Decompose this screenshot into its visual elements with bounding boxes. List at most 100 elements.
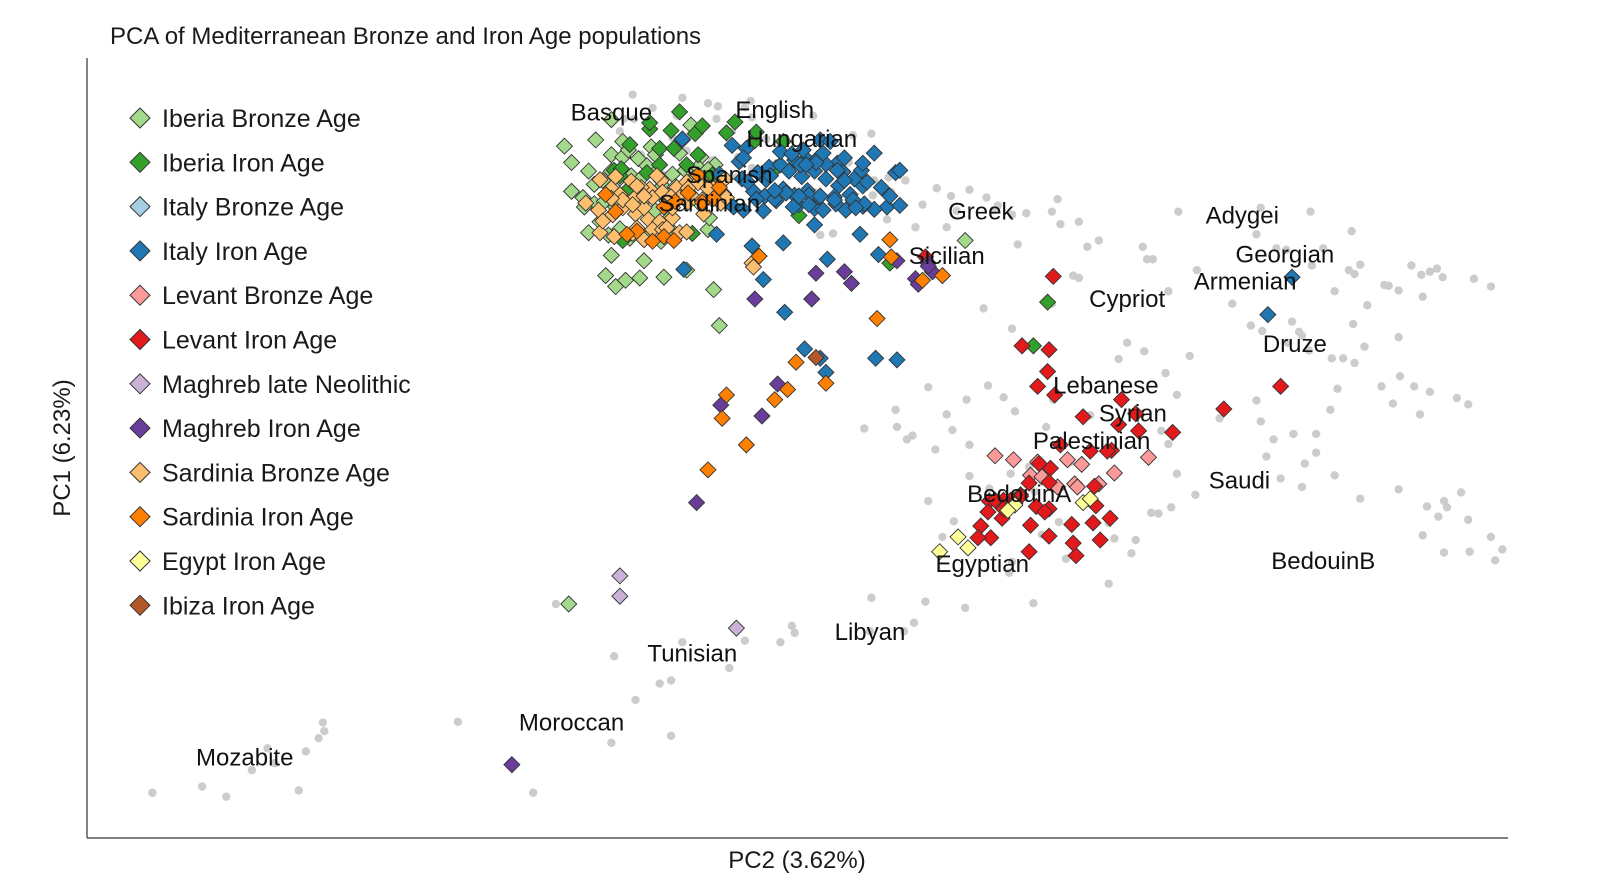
- point-italy-iron-age: [869, 245, 888, 264]
- point-italy-iron-age: [814, 144, 832, 162]
- background-point: [320, 726, 329, 736]
- background-point: [648, 103, 657, 113]
- label-bedouinb: BedouinB: [1271, 548, 1375, 575]
- point-iberia-iron-age: [641, 114, 659, 132]
- point-italy-iron-age: [835, 149, 854, 167]
- legend-marker: [129, 284, 151, 306]
- background-point: [938, 532, 947, 542]
- label-egyptian: Egyptian: [936, 551, 1029, 578]
- point-italy-iron-age: [825, 191, 844, 209]
- background-point: [1326, 405, 1335, 414]
- legend-item-levant-iron-age: Levant Iron Age: [129, 327, 337, 355]
- legend-label: Egypt Iron Age: [162, 548, 326, 576]
- point-levant-iron-age: [1129, 422, 1148, 440]
- point-italy-iron-age: [754, 202, 773, 220]
- point-iberia-bronze-age: [956, 231, 974, 250]
- label-spanish: Spanish: [686, 162, 773, 189]
- background-point: [985, 484, 994, 493]
- legend-label: Iberia Bronze Age: [162, 105, 361, 133]
- point-italy-iron-age: [766, 181, 784, 200]
- point-sardinia-iron-age: [597, 185, 615, 204]
- point-sardinia-iron-age: [913, 271, 932, 289]
- legend-label: Sardinia Bronze Age: [162, 459, 390, 487]
- point-iberia-bronze-age: [560, 595, 578, 613]
- series-levant-iron-age: [916, 248, 1290, 565]
- point-italy-iron-age: [811, 187, 829, 205]
- label-moroccan: Moroccan: [519, 709, 624, 736]
- background-point: [989, 205, 998, 215]
- point-sardinia-bronze-age: [628, 177, 646, 195]
- series-points: [503, 103, 1301, 774]
- background-point: [740, 636, 750, 645]
- background-point: [1456, 488, 1466, 497]
- point-maghreb-iron-age: [835, 263, 854, 281]
- point-levant-iron-age: [972, 517, 990, 535]
- point-italy-iron-age: [817, 170, 835, 188]
- legend-label: Levant Bronze Age: [162, 282, 373, 310]
- point-italy-iron-age: [872, 178, 890, 197]
- legend-item-iberia-bronze-age: Iberia Bronze Age: [129, 105, 361, 133]
- background-point: [1410, 382, 1419, 391]
- background-point: [1114, 354, 1123, 364]
- point-egypt-iron-age: [930, 543, 949, 561]
- background-point: [1330, 287, 1339, 296]
- point-levant-iron-age: [1040, 473, 1058, 491]
- point-italy-iron-age: [800, 196, 818, 214]
- point-italy-iron-age: [854, 154, 872, 172]
- point-sardinia-iron-age: [737, 436, 755, 454]
- background-point: [867, 593, 876, 602]
- background-point: [148, 788, 157, 797]
- background-point: [1257, 326, 1267, 336]
- background-point: [1464, 515, 1473, 524]
- background-point: [607, 738, 616, 748]
- point-sardinia-iron-age: [606, 203, 625, 221]
- background-point: [1083, 242, 1092, 251]
- point-levant-bronze-age: [1004, 451, 1023, 469]
- background-point: [1338, 354, 1348, 363]
- background-point: [713, 102, 723, 111]
- point-italy-iron-age: [734, 149, 753, 167]
- point-iberia-iron-age: [670, 103, 689, 121]
- background-point: [1347, 226, 1356, 236]
- background-point: [999, 393, 1008, 402]
- background-point: [762, 134, 771, 144]
- legend-item-maghreb-iron-age: Maghreb Iron Age: [129, 415, 361, 443]
- point-sardinia-iron-age: [693, 193, 711, 211]
- legend-item-levant-bronze-age: Levant Bronze Age: [129, 282, 373, 310]
- background-point: [1394, 333, 1403, 342]
- background-point: [1283, 338, 1292, 347]
- background-point: [962, 395, 971, 404]
- point-italy-iron-age: [847, 199, 865, 217]
- background-point: [747, 113, 757, 122]
- legend-label: Levant Iron Age: [162, 327, 337, 355]
- axes: [86, 58, 1508, 839]
- background-point: [1061, 554, 1071, 563]
- background-point: [1486, 282, 1496, 291]
- label-sicilian: Sicilian: [909, 243, 985, 270]
- point-italy-iron-age: [828, 161, 846, 179]
- point-levant-iron-age: [1036, 503, 1054, 521]
- legend-marker: [129, 328, 151, 351]
- point-sardinia-bronze-age: [591, 224, 609, 242]
- point-italy-iron-age: [761, 167, 780, 185]
- point-sardinia-iron-age: [933, 266, 952, 285]
- background-point: [1256, 203, 1265, 212]
- background-point: [1491, 556, 1500, 565]
- point-sardinia-iron-age: [882, 248, 900, 266]
- point-levant-iron-age: [1064, 534, 1082, 552]
- point-italy-iron-age: [881, 187, 899, 205]
- background-point: [1282, 245, 1291, 255]
- point-italy-iron-age: [723, 136, 741, 154]
- point-levant-iron-age: [1020, 543, 1038, 561]
- background-point: [1377, 382, 1386, 391]
- point-maghreb-late-neolithic: [611, 587, 629, 605]
- background-point: [1269, 435, 1278, 444]
- label-lebanese: Lebanese: [1053, 372, 1158, 399]
- point-iberia-bronze-age: [655, 268, 673, 286]
- background-point: [1006, 469, 1015, 478]
- background-point: [1228, 299, 1237, 308]
- point-maghreb-iron-age: [807, 264, 825, 282]
- background-point: [631, 695, 640, 705]
- series-italy-iron-age: [673, 130, 1301, 381]
- legend-item-ibiza-iron-age: Ibiza Iron Age: [129, 592, 315, 620]
